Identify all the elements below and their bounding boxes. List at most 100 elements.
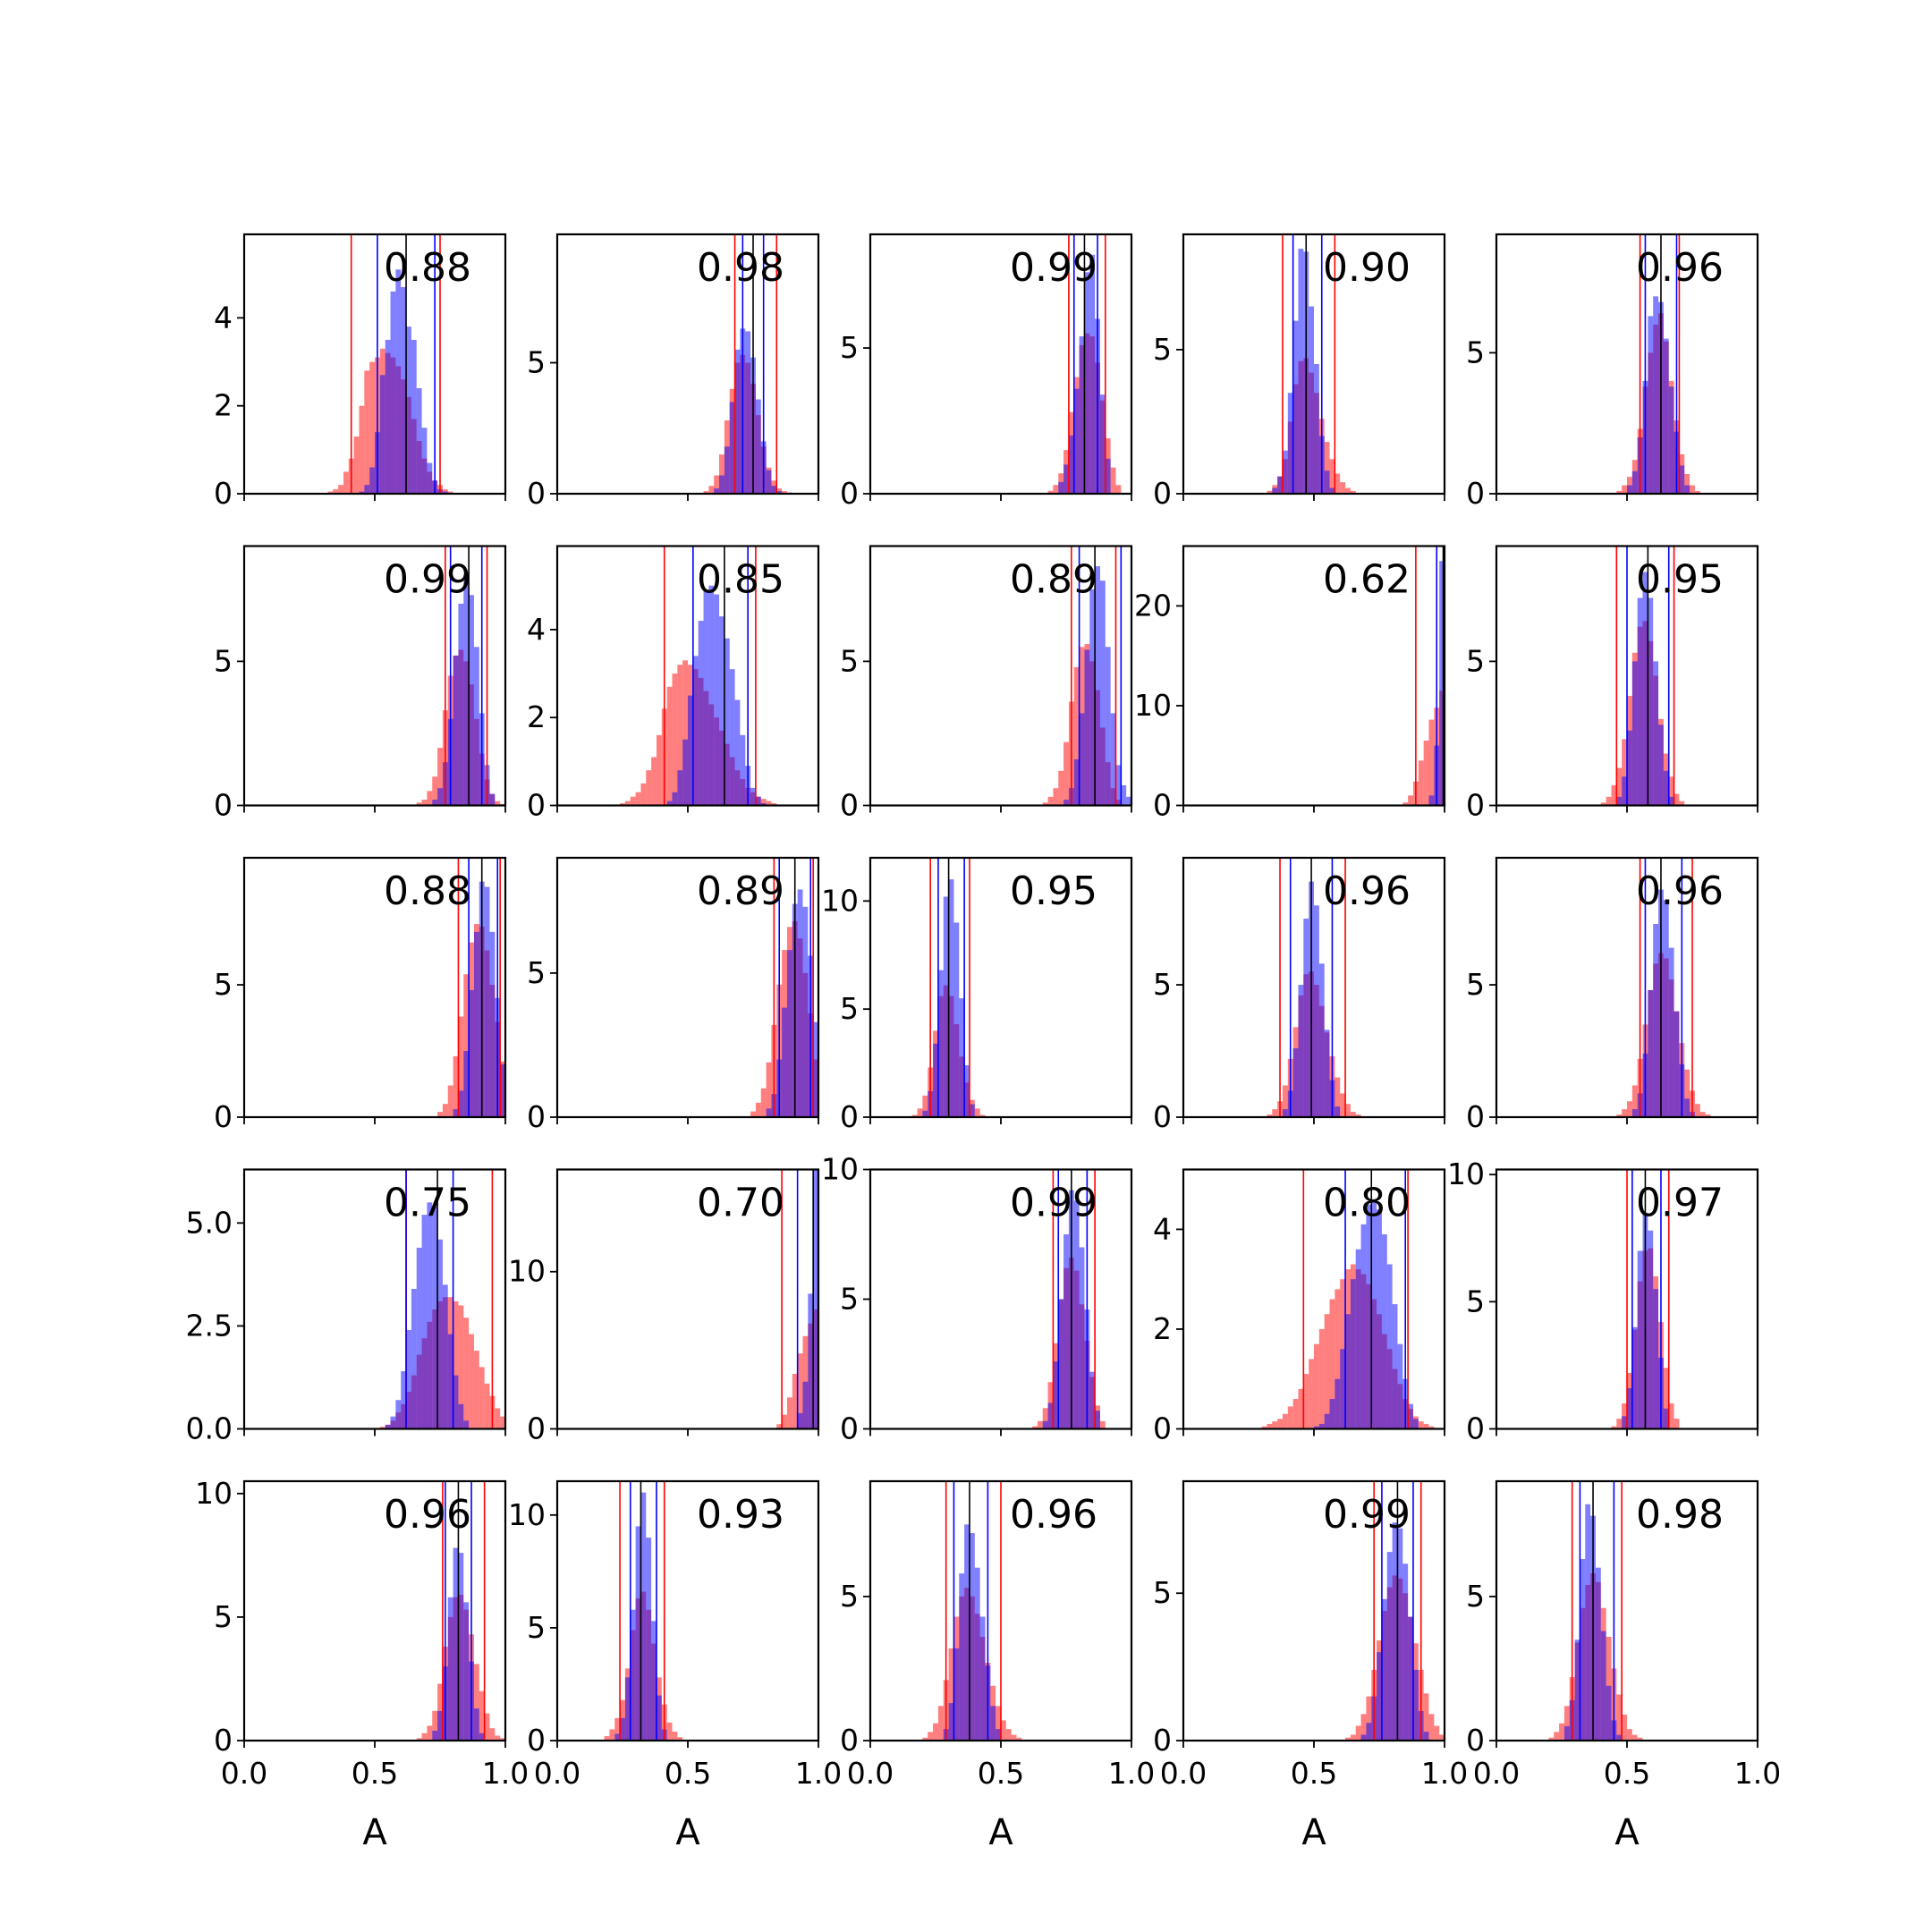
blue-histogram-bar xyxy=(364,485,370,494)
y-tick-label: 10 xyxy=(821,883,859,918)
blue-histogram-bar xyxy=(990,1706,996,1741)
panel-annotation: 0.80 xyxy=(1323,1181,1411,1226)
blue-histogram-bar xyxy=(1042,1420,1048,1429)
blue-histogram-bar xyxy=(1287,393,1293,494)
plot-area xyxy=(750,858,818,1117)
red-histogram-bar xyxy=(479,1690,485,1741)
red-histogram-bar xyxy=(1011,1734,1017,1741)
x-tick-label: 0.5 xyxy=(1291,1756,1337,1791)
blue-histogram-bar xyxy=(933,1043,938,1117)
x-tick-label: 0.0 xyxy=(847,1756,894,1791)
blue-histogram-bar xyxy=(1377,1209,1382,1429)
y-tick-label: 5 xyxy=(214,1599,233,1634)
panel-2-2: 0.95 0 5 10 xyxy=(821,856,1133,1134)
panel-0-1: 0.98 0 5 xyxy=(527,233,820,511)
blue-histogram-bar xyxy=(922,1110,928,1117)
red-histogram-bar xyxy=(1699,1112,1706,1117)
blue-histogram-bar xyxy=(1684,485,1690,494)
red-histogram-bar xyxy=(473,1664,479,1741)
blue-histogram-bar xyxy=(974,1567,980,1741)
blue-histogram-bar xyxy=(379,375,386,494)
red-histogram-bar xyxy=(937,1706,944,1741)
panel-1-1: 0.85 0 2 4 xyxy=(527,545,820,823)
red-histogram-bar xyxy=(1298,1388,1304,1429)
blue-histogram-bar xyxy=(786,950,792,1117)
blue-histogram-bar xyxy=(1095,1411,1100,1429)
red-histogram-bar xyxy=(974,1108,980,1117)
plot-area xyxy=(1616,858,1711,1117)
blue-histogram-bar xyxy=(734,699,741,806)
red-histogram-bar xyxy=(1047,490,1054,494)
red-histogram-bar xyxy=(1428,1714,1435,1741)
red-histogram-bar xyxy=(1042,1408,1048,1429)
blue-histogram-bar xyxy=(630,1609,636,1741)
red-histogram-bar xyxy=(797,1353,803,1429)
red-histogram-bar xyxy=(1616,490,1623,494)
panel-annotation: 0.89 xyxy=(1010,557,1097,603)
x-tick-label: 1.0 xyxy=(1734,1756,1781,1791)
panel-0-3: 0.90 0 5 xyxy=(1153,233,1446,511)
y-tick-label: 2.5 xyxy=(186,1308,233,1343)
blue-histogram-bar xyxy=(1282,1109,1288,1117)
red-histogram-bar xyxy=(489,1728,496,1741)
red-histogram-bar xyxy=(1622,739,1627,806)
blue-histogram-bar xyxy=(1115,765,1122,806)
blue-histogram-bar xyxy=(1684,1098,1690,1117)
blue-histogram-bar xyxy=(750,787,756,806)
blue-histogram-bar xyxy=(964,1065,970,1117)
red-histogram-bar xyxy=(1439,1734,1445,1741)
blue-histogram-bar xyxy=(677,770,683,806)
x-tick-label: 0.0 xyxy=(1473,1756,1520,1791)
red-histogram-bar xyxy=(484,1713,490,1741)
red-histogram-bar xyxy=(1314,1343,1319,1429)
red-histogram-bar xyxy=(651,757,657,806)
blue-histogram-bar xyxy=(1653,1289,1659,1429)
blue-histogram-bar xyxy=(724,638,730,806)
blue-histogram-bar xyxy=(406,326,411,494)
blue-histogram-bar xyxy=(458,1403,464,1429)
plot-area xyxy=(604,1481,683,1741)
blue-histogram-bar xyxy=(1318,1423,1325,1429)
panel-annotation: 0.70 xyxy=(697,1181,784,1226)
red-histogram-bar xyxy=(1684,1069,1690,1117)
red-histogram-bar xyxy=(458,1305,464,1429)
red-histogram-bar xyxy=(458,1016,464,1117)
red-histogram-bar xyxy=(786,1397,792,1429)
y-tick-label: 10 xyxy=(1134,688,1172,723)
x-tick-label: 1.0 xyxy=(795,1756,842,1791)
blue-histogram-bar xyxy=(1627,485,1632,494)
red-histogram-bar xyxy=(479,1367,485,1429)
panel-annotation: 0.95 xyxy=(1636,557,1724,603)
red-histogram-bar xyxy=(1345,487,1351,494)
blue-histogram-bar xyxy=(458,1553,464,1741)
y-tick-label: 5 xyxy=(1466,967,1485,1002)
red-histogram-bar xyxy=(996,1706,1001,1741)
blue-histogram-bar xyxy=(1366,1723,1372,1741)
red-histogram-bar xyxy=(453,1301,459,1429)
red-histogram-bar xyxy=(1616,1419,1623,1429)
blue-histogram-bar xyxy=(740,734,746,806)
blue-histogram-bar xyxy=(416,1247,422,1429)
blue-histogram-bar xyxy=(1381,1234,1387,1429)
panel-annotation: 0.93 xyxy=(697,1492,784,1538)
y-tick-label: 0 xyxy=(1153,1099,1172,1134)
red-histogram-bar xyxy=(421,800,428,806)
blue-histogram-bar xyxy=(437,788,443,806)
blue-histogram-bar xyxy=(1314,905,1319,1117)
plot-area xyxy=(437,858,505,1117)
panel-2-4: 0.96 0 5 xyxy=(1466,856,1759,1134)
blue-histogram-bar xyxy=(666,801,673,806)
blue-histogram-bar xyxy=(1616,796,1623,806)
blue-histogram-bar xyxy=(703,589,709,806)
blue-histogram-bar xyxy=(1402,1563,1409,1741)
blue-histogram-bar xyxy=(1371,1199,1377,1429)
x-tick-label: 1.0 xyxy=(1421,1756,1468,1791)
blue-histogram-bar xyxy=(1105,458,1111,494)
panel-3-2: 0.99 0 5 10 xyxy=(821,1152,1133,1446)
blue-histogram-bar xyxy=(1366,1204,1372,1429)
blue-histogram-bar xyxy=(813,1169,818,1429)
blue-histogram-bar xyxy=(1386,1552,1393,1741)
red-histogram-bar xyxy=(750,1111,756,1117)
panel-3-4: 0.97 0 5 10 xyxy=(1447,1157,1759,1446)
red-histogram-bar xyxy=(1418,760,1424,806)
